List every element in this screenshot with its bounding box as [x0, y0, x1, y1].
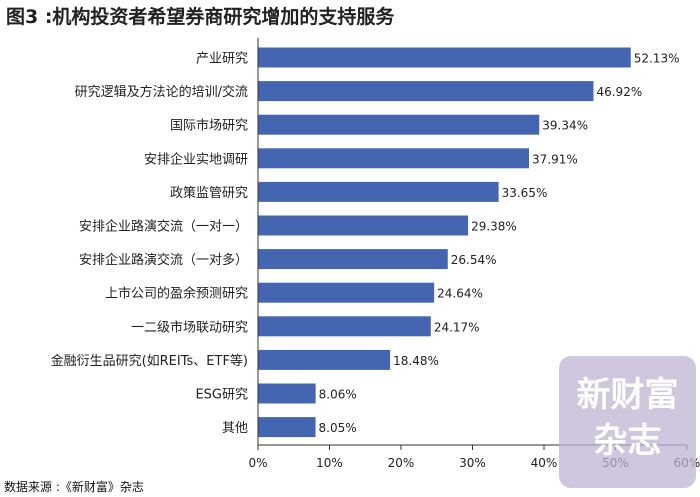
value-label: 8.06% [319, 388, 357, 402]
x-tick-label: 10% [316, 456, 343, 470]
value-label: 37.91% [532, 152, 578, 166]
x-tick-label: 0% [248, 456, 267, 470]
value-label: 18.48% [393, 354, 439, 368]
bar-3 [258, 114, 540, 135]
bar-2 [258, 81, 594, 102]
category-label: 安排企业路演交流（一对一） [79, 219, 248, 235]
category-label: 研究逻辑及方法论的培训/交流 [75, 84, 248, 100]
watermark-line-2: 杂志 [593, 421, 662, 461]
category-label: 国际市场研究 [170, 118, 248, 134]
x-tick-label: 40% [531, 456, 558, 470]
value-label: 33.65% [502, 186, 548, 200]
category-label: 安排企业路演交流（一对多） [79, 252, 248, 268]
category-label: 产业研究 [196, 52, 248, 67]
bar-12 [258, 417, 316, 438]
bar-7 [258, 249, 448, 270]
category-label: 一二级市场联动研究 [131, 319, 248, 335]
category-label: 其他 [222, 421, 248, 436]
category-label: ESG研究 [195, 388, 248, 403]
value-label: 39.34% [542, 119, 588, 133]
bar-11 [258, 383, 316, 404]
labels-layer: 产业研究 52.13% 研究逻辑及方法论的培训/交流 46.92% 国际市场研究 39.3… [51, 52, 680, 437]
value-label: 52.13% [634, 52, 680, 66]
category-label: 安排企业实地调研 [144, 151, 248, 167]
value-label: 26.54% [451, 253, 497, 267]
value-label: 24.17% [434, 320, 480, 334]
data-source-note: 数据来源 :《新财富》杂志 [4, 480, 144, 494]
category-label: 政策监管研究 [170, 185, 248, 201]
value-label: 29.38% [471, 220, 517, 234]
watermark-logo: 新财富 杂志 [559, 356, 696, 488]
x-tick-label: 20% [388, 456, 415, 470]
x-tick-label: 30% [459, 456, 486, 470]
value-label: 24.64% [437, 287, 483, 301]
bar-9 [258, 316, 431, 337]
chart-title: 图3 :机构投资者希望券商研究增加的支持服务 [6, 6, 395, 28]
bar-4 [258, 148, 530, 169]
watermark-line-1: 新财富 [576, 375, 679, 415]
category-label: 金融衍生品研究(如REITs、ETF等) [51, 353, 248, 369]
bar-8 [258, 282, 435, 303]
bars-layer [258, 47, 631, 438]
value-label: 8.05% [319, 421, 357, 435]
category-label: 上市公司的盈余预测研究 [105, 286, 248, 302]
value-label: 46.92% [596, 85, 642, 99]
bar-1 [258, 47, 631, 68]
bar-6 [258, 215, 469, 236]
bar-5 [258, 181, 499, 202]
bar-10 [258, 349, 391, 370]
